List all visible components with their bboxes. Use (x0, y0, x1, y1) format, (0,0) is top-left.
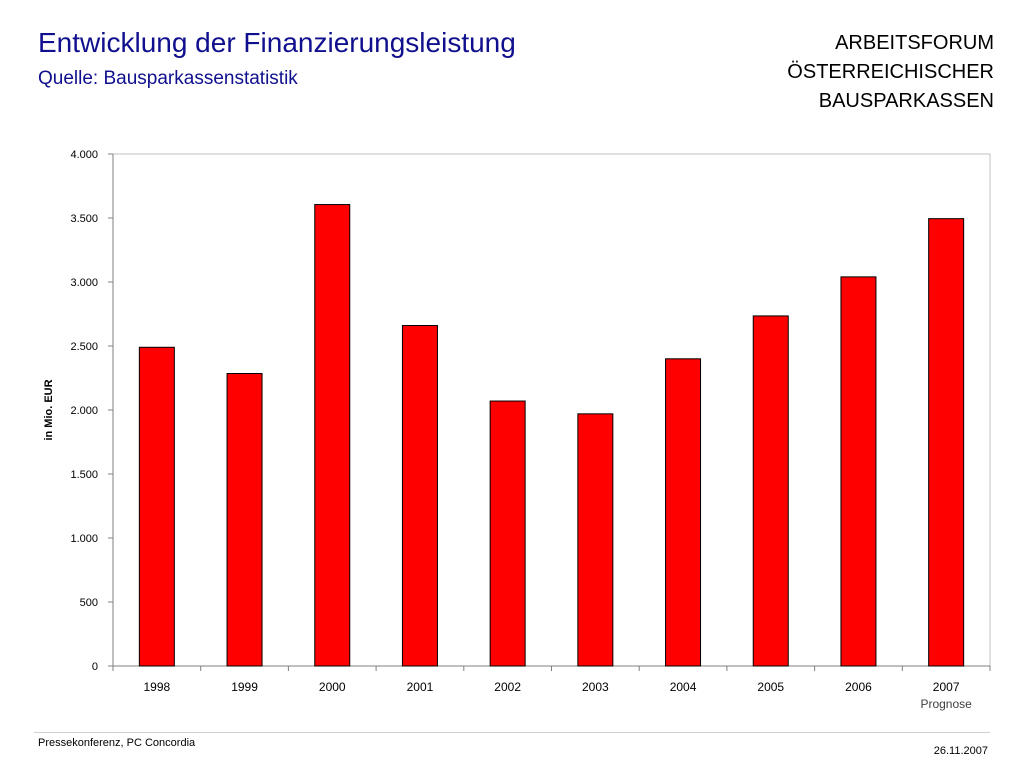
footer-event: Pressekonferenz, PC Concordia (38, 737, 196, 749)
x-tick-label: 2005 (757, 680, 784, 694)
bar-chart: 0 500 1.000 1.500 2.000 2.500 3.000 3.500 4.000 1… (43, 149, 991, 711)
y-tick-label: 4.000 (70, 149, 98, 161)
bar-2000 (314, 204, 351, 667)
x-tick-label: 2001 (407, 680, 434, 694)
organization-line-1: ARBEITSFORUM (835, 32, 994, 54)
x-tick-label: 2002 (494, 680, 521, 694)
bar-2006 (840, 276, 877, 667)
organization-line-2: ÖSTERREICHISCHER (787, 61, 994, 83)
x-tick-label: 2000 (319, 680, 346, 694)
bar-2007 (928, 218, 965, 667)
bar-2004 (665, 358, 702, 667)
bar-1998 (138, 346, 175, 667)
bar-1999 (226, 373, 263, 667)
bar-2001 (401, 325, 438, 667)
y-tick-label: 0 (92, 661, 98, 673)
x-tick-note: Prognose (920, 697, 972, 711)
footer-divider (34, 732, 990, 733)
bar-2002 (489, 400, 526, 667)
slide-title: Entwicklung der Finanzierungsleistung (38, 27, 516, 58)
x-tick-label: 2006 (845, 680, 872, 694)
organization-line-3: BAUSPARKASSEN (818, 90, 994, 112)
organization-name: ARBEITSFORUM ÖSTERREICHISCHER BAUSPARKAS… (787, 29, 994, 116)
y-tick-label: 1.000 (70, 533, 98, 545)
bar-2005 (752, 315, 789, 667)
y-axis-title: in Mio. EUR (43, 379, 55, 440)
x-tick-label: 2007 (933, 680, 960, 694)
y-tick-label: 2.000 (70, 405, 98, 417)
y-tick-label: 1.500 (70, 469, 98, 481)
footer-date: 26.11.2007 (933, 745, 988, 757)
y-tick-label: 3.000 (70, 277, 98, 289)
x-tick-label: 2003 (582, 680, 609, 694)
y-tick-label: 3.500 (70, 213, 98, 225)
x-tick-label: 1999 (231, 680, 258, 694)
y-tick-label: 500 (80, 597, 98, 609)
chart-labels: 0 500 1.000 1.500 2.000 2.500 3.000 3.500 4.000 1… (43, 149, 972, 711)
x-tick-label: 1998 (143, 680, 170, 694)
slide-subtitle: Quelle: Bausparkassenstatistik (38, 68, 298, 89)
y-tick-label: 2.500 (70, 341, 98, 353)
x-tick-label: 2004 (670, 680, 697, 694)
bar-2003 (577, 413, 614, 667)
chart-bars (138, 204, 965, 667)
